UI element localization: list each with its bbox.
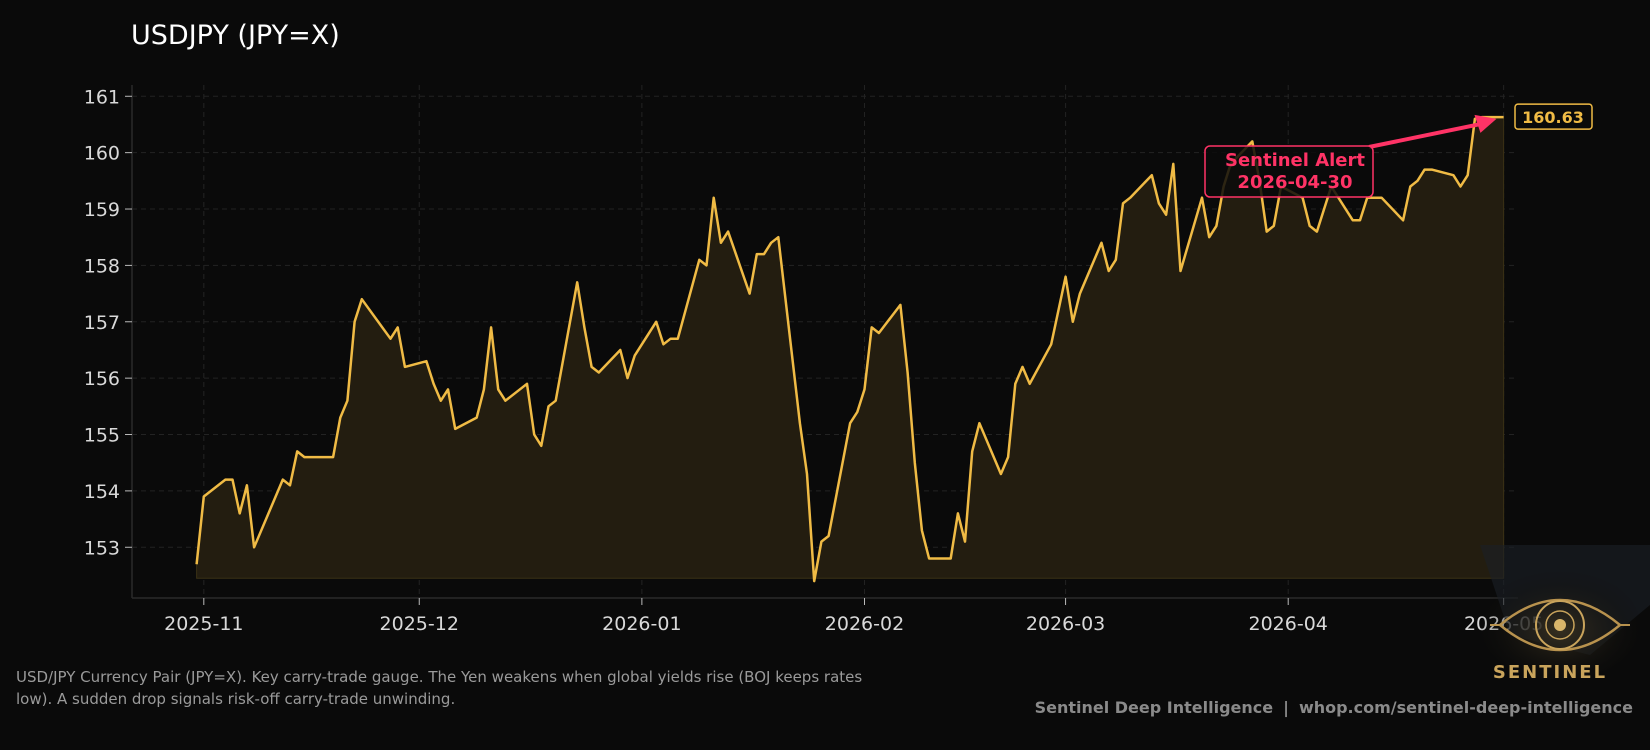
annotation-box (1204, 145, 1374, 198)
logo-wordmark: SENTINEL (1492, 662, 1608, 683)
x-tick-label: 2026-04 (1249, 613, 1328, 635)
last-value-badge (1514, 103, 1593, 130)
annotation-date: 2026-04-30 (1237, 172, 1352, 193)
series-usdjpy: 160.63 (195, 103, 1593, 583)
x-tick-label: 2026-03 (1026, 613, 1105, 635)
y-tick-label: 155 (84, 425, 120, 447)
y-tick-label: 161 (84, 86, 120, 108)
annotation-title: Sentinel Alert (1225, 150, 1365, 171)
last-value-label: 160.63 (1522, 108, 1584, 127)
y-tick-label: 156 (84, 368, 120, 390)
annotation-arrow (1368, 120, 1487, 149)
y-tick-label: 154 (84, 481, 120, 503)
y-tick-label: 159 (84, 199, 120, 221)
chart-title: USDJPY (JPY=X) (131, 20, 340, 51)
chart-caption: USD/JPY Currency Pair (JPY=X). Key carry… (16, 668, 863, 708)
y-tick-label: 157 (84, 312, 120, 334)
x-tick-label: 2026-02 (825, 613, 904, 635)
annotation-arrowhead (1474, 114, 1497, 133)
eye-emblem-icon (1480, 545, 1650, 680)
y-tick-label: 158 (84, 255, 120, 277)
footer-separator: | (1283, 698, 1289, 717)
y-tick-label: 153 (84, 537, 120, 559)
footer-credit: Sentinel Deep Intelligence | whop.com/sent… (1035, 698, 1633, 717)
x-tick-label: 2026-01 (602, 613, 681, 635)
y-tick-label: 160 (84, 143, 120, 165)
footer-url[interactable]: whop.com/sentinel-deep-intelligence (1298, 698, 1633, 717)
footer-brand: Sentinel Deep Intelligence (1034, 698, 1274, 717)
x-tick-label: 2025-12 (380, 613, 459, 635)
x-tick-label: 2025-11 (164, 613, 243, 635)
